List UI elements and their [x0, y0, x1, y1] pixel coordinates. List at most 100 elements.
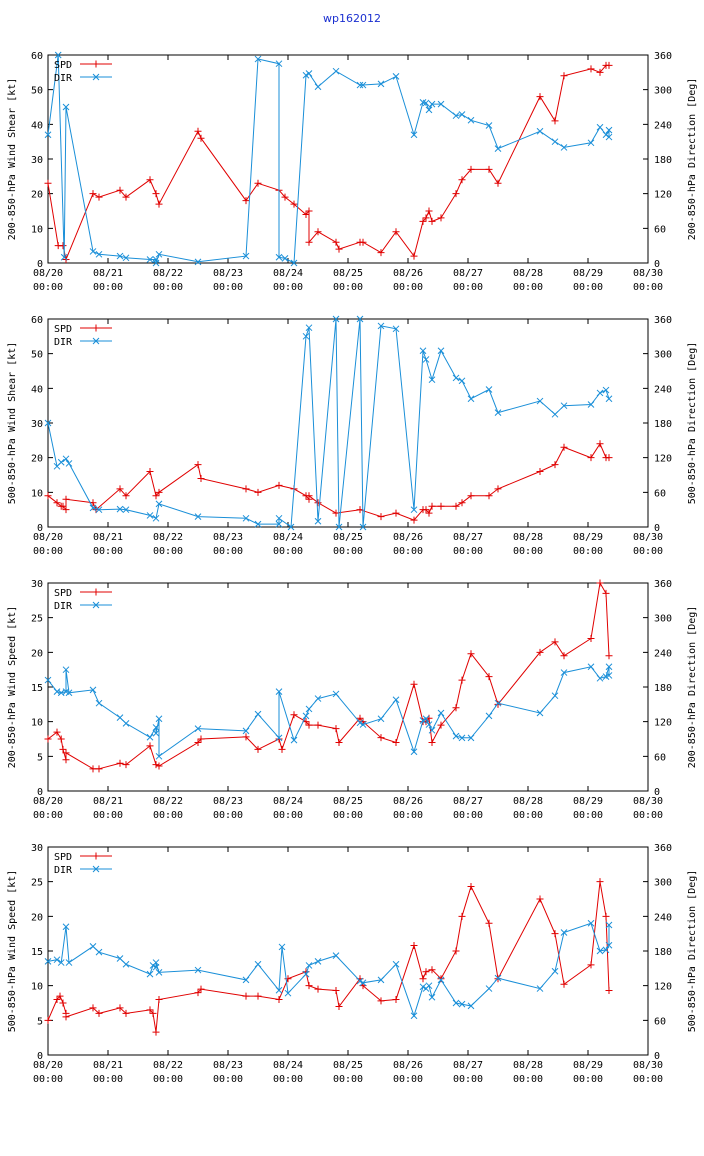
- x-tick-date: 08/29: [573, 532, 603, 543]
- spd-point: [89, 765, 97, 773]
- legend-spd-marker: [92, 588, 100, 596]
- dir-point: [560, 669, 568, 676]
- x-tick-date: 08/23: [213, 268, 243, 279]
- dir-point: [458, 1000, 466, 1008]
- spd-point: [122, 761, 130, 769]
- spd-point: [275, 996, 283, 1004]
- spd-point: [197, 985, 205, 993]
- y-right-tick-label: 300: [654, 350, 672, 361]
- dir-point: [89, 248, 97, 255]
- dir-point: [392, 73, 400, 80]
- dir-point: [275, 520, 283, 528]
- spd-point: [194, 738, 202, 746]
- spd-point: [551, 461, 559, 469]
- spd-point: [410, 680, 418, 688]
- dir-point: [359, 979, 367, 987]
- spd-point: [602, 589, 610, 597]
- y-left-tick-label: 20: [31, 190, 43, 201]
- x-tick-date: 08/21: [93, 1060, 123, 1071]
- spd-point: [44, 735, 52, 743]
- x-tick-time: 00:00: [573, 546, 603, 557]
- spd-point: [122, 492, 130, 500]
- x-tick-date: 08/21: [93, 796, 123, 807]
- spd-point: [560, 652, 568, 660]
- spd-point: [89, 190, 97, 198]
- dir-point: [536, 127, 544, 135]
- dir-point: [305, 324, 313, 332]
- dir-point: [155, 969, 163, 976]
- dir-point: [60, 253, 68, 261]
- x-tick-time: 00:00: [333, 810, 363, 821]
- dir-point: [437, 100, 445, 108]
- spd-point: [437, 214, 445, 222]
- dir-point: [392, 960, 400, 968]
- spd-point: [95, 193, 103, 201]
- dir-point: [152, 724, 160, 731]
- spd-point: [377, 997, 385, 1005]
- dir-series: [44, 663, 613, 760]
- dir-point: [458, 377, 466, 385]
- x-tick-time: 00:00: [213, 546, 243, 557]
- spd-point: [359, 238, 367, 246]
- dir-series: [44, 919, 613, 1020]
- spd-point: [392, 509, 400, 517]
- spd-point: [377, 249, 385, 257]
- y-right-tick-label: 0: [654, 787, 660, 798]
- x-tick-date: 08/21: [93, 268, 123, 279]
- x-tick-time: 00:00: [93, 1074, 123, 1085]
- spd-point: [197, 134, 205, 142]
- dir-point: [65, 689, 73, 697]
- spd-point: [494, 179, 502, 187]
- x-tick-time: 00:00: [633, 1074, 663, 1085]
- spd-point: [419, 975, 427, 983]
- x-tick-date: 08/20: [33, 268, 63, 279]
- spd-point: [44, 492, 52, 500]
- spd-point: [278, 745, 286, 753]
- dir-point: [278, 943, 286, 951]
- x-tick-date: 08/20: [33, 532, 63, 543]
- dir-point: [419, 347, 427, 355]
- dir-point: [410, 506, 418, 514]
- y-left-tick-label: 15: [31, 947, 43, 958]
- x-tick-time: 00:00: [213, 1074, 243, 1085]
- y-right-tick-label: 360: [654, 315, 672, 326]
- y-right-tick-label: 360: [654, 51, 672, 62]
- page-title: wp162012: [323, 12, 381, 25]
- dir-point: [122, 254, 130, 262]
- x-tick-time: 00:00: [213, 810, 243, 821]
- dir-point: [57, 458, 65, 466]
- dir-point: [467, 116, 475, 124]
- dir-point: [410, 131, 418, 139]
- x-tick-time: 00:00: [153, 546, 183, 557]
- spd-point: [560, 72, 568, 80]
- dir-line: [47, 318, 610, 528]
- dir-point: [422, 356, 430, 363]
- x-tick-date: 08/26: [393, 268, 423, 279]
- y-right-tick-label: 300: [654, 614, 672, 625]
- spd-point: [485, 492, 493, 500]
- spd-point: [485, 919, 493, 927]
- spd-point: [410, 252, 418, 260]
- y-left-tick-label: 20: [31, 454, 43, 465]
- dir-point: [377, 715, 385, 723]
- spd-point: [452, 190, 460, 198]
- dir-point: [116, 955, 124, 962]
- spd-point: [377, 734, 385, 742]
- spd-point: [437, 502, 445, 510]
- x-tick-date: 08/27: [453, 1060, 483, 1071]
- spd-point: [194, 127, 202, 135]
- dir-point: [281, 255, 289, 262]
- legend-spd-marker: [92, 852, 100, 860]
- y-right-tick-label: 120: [654, 190, 672, 201]
- spd-point: [437, 975, 445, 983]
- x-tick-time: 00:00: [453, 810, 483, 821]
- dir-point: [155, 752, 163, 760]
- dir-point: [437, 347, 445, 355]
- y-left-tick-label: 30: [31, 579, 43, 590]
- spd-point: [536, 468, 544, 476]
- x-tick-date: 08/24: [273, 796, 303, 807]
- x-tick-date: 08/28: [513, 796, 543, 807]
- spd-point: [551, 930, 559, 938]
- dir-point: [587, 401, 595, 408]
- dir-point: [89, 686, 97, 694]
